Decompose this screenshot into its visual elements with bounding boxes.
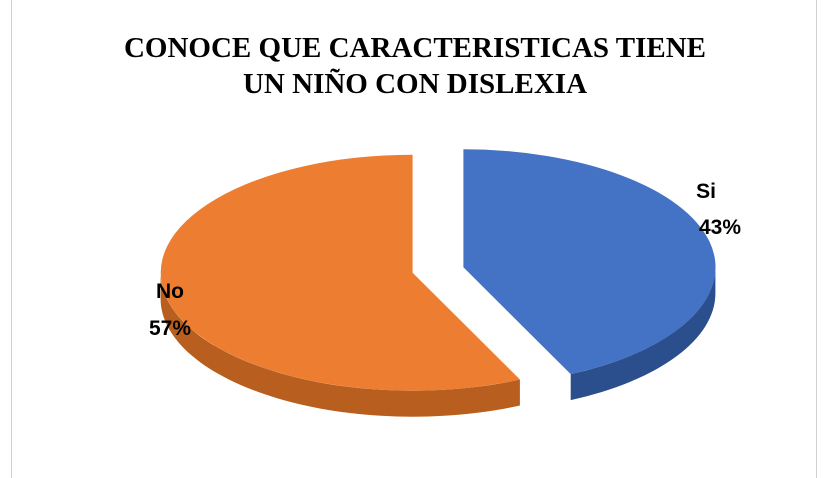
chart-title: CONOCE QUE CARACTERISTICAS TIENE UN NIÑO… [12, 30, 818, 102]
pie-no-group [160, 154, 520, 417]
data-label-si-value: 43% [699, 216, 741, 239]
data-label-no-name: No [156, 280, 184, 303]
data-label-no-value: 57% [149, 317, 191, 340]
data-label-si-name: Si [696, 180, 716, 203]
pie-si-group [463, 149, 716, 401]
pie-slice-no-side [160, 272, 520, 417]
pie-slice-si-side [570, 267, 716, 401]
chart-title-line-2: UN NIÑO CON DISLEXIA [242, 68, 588, 100]
pie-slice-no-top [160, 154, 520, 391]
pie-slice-si-top [463, 149, 716, 375]
chart-title-line-1: CONOCE QUE CARACTERISTICAS TIENE [123, 32, 706, 64]
